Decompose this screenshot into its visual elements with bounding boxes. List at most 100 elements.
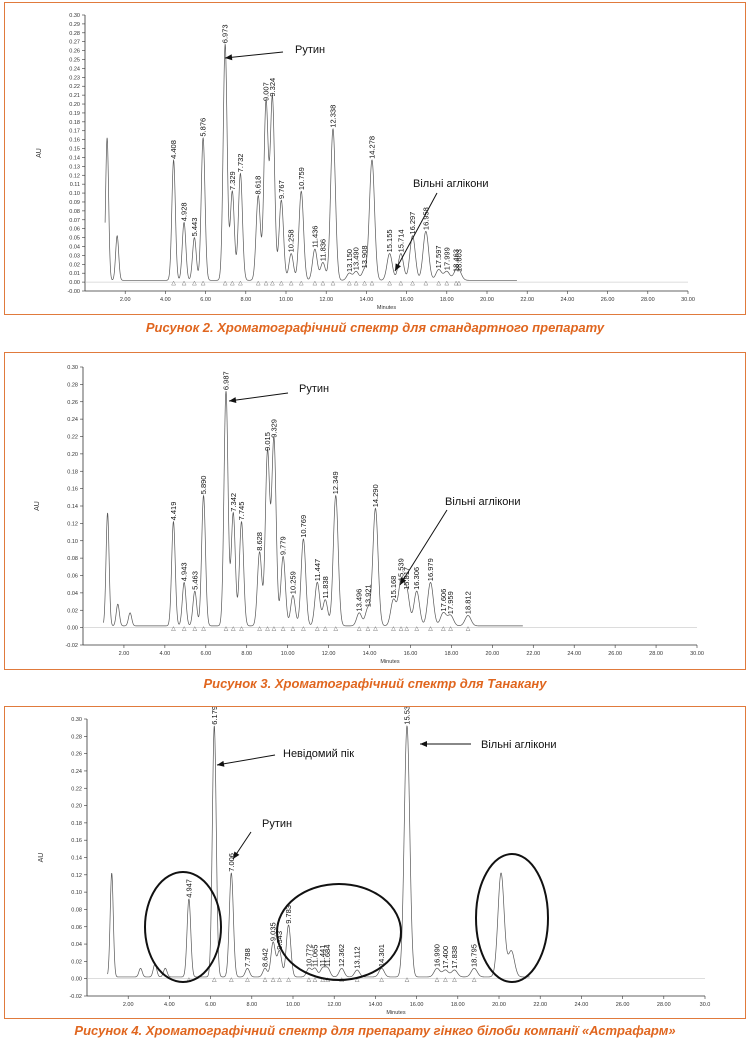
caption-figure-2: Рисунок 2. Хроматографічний спектр для с… xyxy=(145,320,605,335)
x-tick-label: 10.00 xyxy=(279,297,293,303)
x-tick-label: 30.00 xyxy=(681,297,695,303)
y-tick-label: 0.24 xyxy=(67,417,78,423)
y-tick-label: 0.04 xyxy=(69,244,80,250)
x-tick-label: 6.00 xyxy=(200,651,211,657)
y-axis-label: AU xyxy=(36,148,43,158)
annotation-label: Рутин xyxy=(262,818,292,830)
y-tick-label: 0.09 xyxy=(69,200,80,206)
peak-label: 17.959 xyxy=(446,591,455,614)
annotation-arrow xyxy=(399,509,448,586)
integration-marker xyxy=(201,626,206,631)
y-tick-label: 0.06 xyxy=(67,574,78,580)
chromatogram-trace xyxy=(104,43,517,281)
x-tick-label: 18.00 xyxy=(445,651,459,657)
x-tick-label: 26.00 xyxy=(601,297,615,303)
integration-marker xyxy=(354,977,360,982)
peak-label: 10.769 xyxy=(299,515,308,538)
integration-marker xyxy=(465,626,471,631)
integration-marker xyxy=(379,977,384,982)
integration-marker xyxy=(278,280,284,286)
annotation-arrow xyxy=(224,51,284,59)
peak-label: 13.921 xyxy=(363,584,372,607)
integration-marker xyxy=(365,626,371,631)
x-tick-label: 24.00 xyxy=(567,651,581,657)
peak-label: 16.958 xyxy=(421,207,430,230)
peak-label: 9.779 xyxy=(279,536,288,555)
integration-marker xyxy=(448,626,453,631)
peak-label: 9.783 xyxy=(284,905,293,924)
integration-marker xyxy=(423,280,429,286)
peak-label: 9.329 xyxy=(269,419,278,438)
integration-marker xyxy=(286,977,291,982)
peak-label: 9.767 xyxy=(277,180,286,199)
y-tick-label: 0.02 xyxy=(69,262,80,268)
y-tick-label: 0.20 xyxy=(67,452,78,458)
x-tick-label: 28.00 xyxy=(657,1002,671,1008)
peak-label: 11.836 xyxy=(318,239,327,261)
peak-label: 13.490 xyxy=(352,247,361,270)
y-tick-label: 0.18 xyxy=(71,821,82,827)
peak-label: 12.338 xyxy=(329,105,338,128)
y-tick-label: 0.16 xyxy=(71,838,82,844)
x-tick-label: 20.00 xyxy=(492,1002,506,1008)
y-tick-label: 0.16 xyxy=(69,138,80,144)
peak-label: 9.035 xyxy=(269,922,278,941)
peak-label: 7.732 xyxy=(236,154,245,173)
peak-label: 9.015 xyxy=(263,432,272,451)
integration-marker xyxy=(387,280,392,286)
peak-label: 4.947 xyxy=(184,879,193,898)
integration-marker xyxy=(404,626,410,631)
integration-marker xyxy=(443,977,448,982)
peak-label: 6.987 xyxy=(222,371,231,390)
peak-label: 13.150 xyxy=(345,249,354,272)
peak-label: 9.007 xyxy=(262,82,271,101)
y-tick-label: 0.30 xyxy=(69,13,80,19)
y-tick-label: 0.22 xyxy=(67,435,78,441)
integration-marker xyxy=(223,626,229,631)
chromatogram-2: -0.02 0.00 0.02 0.04 0.06 0.08 0.10 0.12 0.14 0.1… xyxy=(34,365,704,665)
integration-marker xyxy=(453,280,459,286)
caption-figure-4: Рисунок 4. Хроматографічний спектр для п… xyxy=(74,1023,676,1038)
x-tick-label: 12.00 xyxy=(322,651,336,657)
peak-label: 5.890 xyxy=(199,476,208,495)
integration-marker xyxy=(320,977,326,982)
y-tick-label: 0.10 xyxy=(71,890,82,896)
integration-marker xyxy=(471,977,477,982)
y-tick-label: 0.03 xyxy=(69,253,80,259)
integration-marker xyxy=(192,626,198,631)
caption-figure-3: Рисунок 3. Хроматографічний спектр для Т… xyxy=(203,676,547,691)
annotation-label: Вільні аглікони xyxy=(445,496,521,508)
y-tick-label: 0.29 xyxy=(69,22,80,28)
peak-label: 7.788 xyxy=(243,948,252,967)
y-tick-label: 0.18 xyxy=(69,120,80,126)
peak-label: 15.534 xyxy=(403,707,412,725)
arrow-head xyxy=(233,851,240,859)
y-tick-label: 0.20 xyxy=(69,102,80,108)
x-tick-label: 16.00 xyxy=(400,297,414,303)
highlight-ellipse xyxy=(475,853,549,983)
x-tick-label: 10.00 xyxy=(281,651,295,657)
integration-marker xyxy=(171,280,176,286)
x-tick-label: 20.00 xyxy=(480,297,494,303)
y-tick-label: 0.27 xyxy=(69,40,80,46)
x-tick-label: 16.00 xyxy=(410,1002,424,1008)
integration-marker xyxy=(263,280,269,286)
peak-label: 8.642 xyxy=(261,948,270,967)
y-tick-label: 0.12 xyxy=(67,521,78,527)
x-tick-label: 10.00 xyxy=(286,1002,300,1008)
integration-marker xyxy=(373,626,378,631)
x-tick-label: 8.00 xyxy=(246,1002,257,1008)
peak-label: 8.628 xyxy=(255,532,264,551)
peak-label: 17.999 xyxy=(442,247,451,270)
peak-label: 17.597 xyxy=(434,245,443,268)
y-tick-label: 0.04 xyxy=(71,942,82,948)
integration-marker xyxy=(230,626,236,631)
peak-label: 11.447 xyxy=(313,559,322,581)
peak-label: 4.419 xyxy=(169,502,178,521)
peak-label: 16.306 xyxy=(412,567,421,590)
chromatogram-trace xyxy=(103,391,523,627)
chromatogram-trace xyxy=(107,725,530,978)
arrow-head xyxy=(395,263,401,271)
peak-label: 5.443 xyxy=(190,218,199,237)
integration-marker xyxy=(239,626,244,631)
